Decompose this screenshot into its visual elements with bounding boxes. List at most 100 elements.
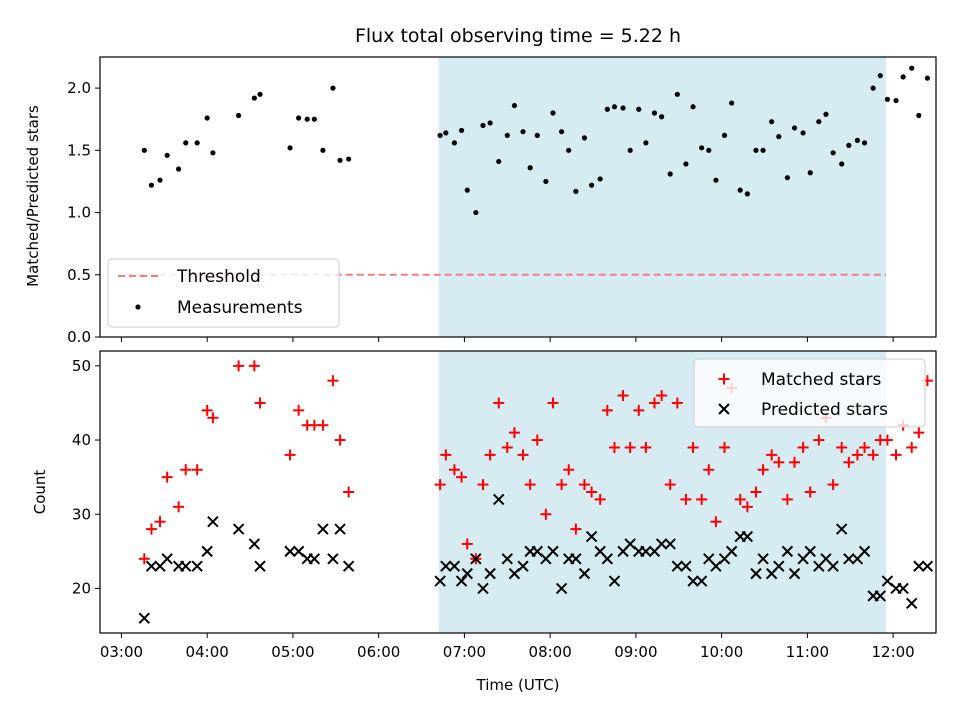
legend-predicted-label: Predicted stars bbox=[761, 400, 888, 420]
ratio-point bbox=[597, 176, 603, 182]
matched-stars-marker bbox=[664, 479, 676, 491]
ratio-point bbox=[346, 156, 352, 162]
predicted-stars-marker bbox=[781, 545, 794, 558]
ratio-point bbox=[893, 97, 899, 104]
predicted-stars-marker bbox=[757, 553, 769, 565]
ratio-point bbox=[611, 104, 618, 110]
ratio-point bbox=[706, 147, 712, 153]
matched-stars-marker bbox=[145, 523, 157, 535]
matched-stars-marker bbox=[334, 434, 346, 446]
predicted-stars-marker bbox=[493, 493, 505, 506]
legend-measurements-label: Measurements bbox=[177, 298, 303, 318]
ratio-point bbox=[543, 178, 549, 185]
ratio-point bbox=[651, 110, 658, 116]
ratio-axes-frame bbox=[99, 56, 937, 338]
ratio-point bbox=[588, 182, 595, 188]
x-tick-label: 06:00 bbox=[357, 643, 400, 661]
ratio-point bbox=[877, 73, 883, 79]
ratio-point bbox=[550, 110, 556, 116]
legend-matched-swatch bbox=[718, 373, 730, 385]
ratio-point bbox=[566, 147, 572, 153]
predicted-stars-marker bbox=[284, 545, 296, 558]
ratio-point bbox=[737, 187, 743, 193]
matched-stars-marker bbox=[180, 464, 192, 476]
predicted-stars-marker bbox=[601, 553, 614, 565]
predicted-stars-marker bbox=[921, 560, 934, 572]
ratio-point bbox=[636, 106, 642, 112]
matched-stars-marker bbox=[633, 404, 645, 416]
matched-stars-marker bbox=[524, 479, 536, 491]
matched-stars-marker bbox=[293, 404, 305, 416]
matched-stars-marker bbox=[248, 360, 260, 372]
ratio-point bbox=[690, 104, 696, 110]
ratio-point bbox=[807, 170, 813, 176]
matched-stars-marker bbox=[556, 479, 568, 491]
matched-stars-marker bbox=[254, 397, 266, 409]
count-y-tick-label: 40 bbox=[72, 431, 91, 449]
matched-stars-marker bbox=[440, 449, 452, 461]
ratio-point bbox=[504, 132, 510, 138]
predicted-stars-marker bbox=[695, 575, 708, 587]
matched-stars-marker bbox=[508, 427, 520, 439]
matched-stars-marker bbox=[531, 434, 543, 446]
matched-stars-marker bbox=[601, 404, 613, 416]
predicted-stars-marker bbox=[750, 567, 762, 580]
ratio-point bbox=[620, 105, 626, 111]
ratio-point bbox=[157, 177, 163, 183]
matched-stars-marker bbox=[594, 493, 606, 505]
matched-stars-marker bbox=[734, 493, 746, 505]
predicted-stars-marker bbox=[547, 545, 559, 558]
predicted-stars-marker bbox=[327, 553, 339, 565]
ratio-point bbox=[776, 134, 782, 140]
count-panel: 20 30 40 50 03:00 04:00 05:00 06:00 07:00 08:00 09… bbox=[72, 350, 937, 661]
ratio-point bbox=[699, 145, 705, 151]
predicted-stars-marker bbox=[741, 530, 754, 543]
x-tick-label: 07:00 bbox=[443, 643, 486, 661]
ratio-point bbox=[924, 75, 931, 81]
ratio-point bbox=[257, 91, 263, 97]
ratio-point bbox=[451, 140, 458, 146]
ratio-point bbox=[784, 175, 790, 181]
ratio-point bbox=[183, 140, 189, 146]
ratio-point bbox=[320, 147, 326, 153]
matched-stars-marker bbox=[456, 471, 468, 483]
matched-stars-marker bbox=[233, 360, 245, 372]
count-axes-frame bbox=[99, 350, 937, 634]
predicted-stars-marker bbox=[334, 523, 346, 535]
matched-stars-marker bbox=[766, 449, 778, 461]
matched-stars-marker bbox=[656, 390, 668, 402]
matched-stars-marker bbox=[671, 397, 683, 409]
predicted-stars-marker bbox=[687, 575, 699, 587]
ratio-point bbox=[473, 209, 479, 216]
ratio-panel: 0.0 0.5 1.0 1.5 2.0 Threshold Measurements bbox=[67, 56, 937, 346]
matched-stars-marker bbox=[687, 441, 699, 453]
ratio-point bbox=[854, 137, 861, 143]
matched-stars-marker bbox=[804, 486, 816, 498]
matched-stars-marker bbox=[563, 464, 575, 476]
ratio-y-axis-label: Matched/Predicted stars bbox=[24, 105, 42, 287]
x-tick-label: 04:00 bbox=[186, 643, 229, 661]
ratio-point bbox=[330, 85, 336, 91]
predicted-stars-marker bbox=[248, 538, 261, 550]
ratio-y-tick-label: 2.0 bbox=[67, 79, 91, 97]
matched-stars-marker bbox=[570, 523, 582, 535]
matched-stars-marker bbox=[434, 479, 446, 491]
predicted-stars-marker bbox=[180, 560, 192, 572]
count-y-axis-label: Count bbox=[31, 470, 49, 515]
x-axis-label: Time (UTC) bbox=[476, 676, 560, 694]
x-tick-label: 10:00 bbox=[700, 643, 743, 661]
ratio-point bbox=[729, 100, 735, 106]
predicted-stars-marker bbox=[191, 560, 203, 572]
ratio-point bbox=[558, 129, 565, 135]
count-legend: Matched stars Predicted stars bbox=[693, 358, 926, 428]
matched-stars-marker bbox=[797, 441, 809, 453]
predicted-stars-marker bbox=[804, 545, 816, 558]
predicted-stars-marker bbox=[773, 560, 785, 572]
matched-stars-marker bbox=[836, 441, 848, 453]
ratio-point bbox=[194, 140, 200, 146]
predicted-stars-marker bbox=[874, 590, 886, 602]
ratio-point bbox=[236, 112, 242, 119]
figure-title: Flux total observing time = 5.22 h bbox=[355, 25, 681, 47]
matched-stars-marker bbox=[517, 449, 529, 461]
ratio-y-tick-label: 1.5 bbox=[67, 141, 91, 159]
